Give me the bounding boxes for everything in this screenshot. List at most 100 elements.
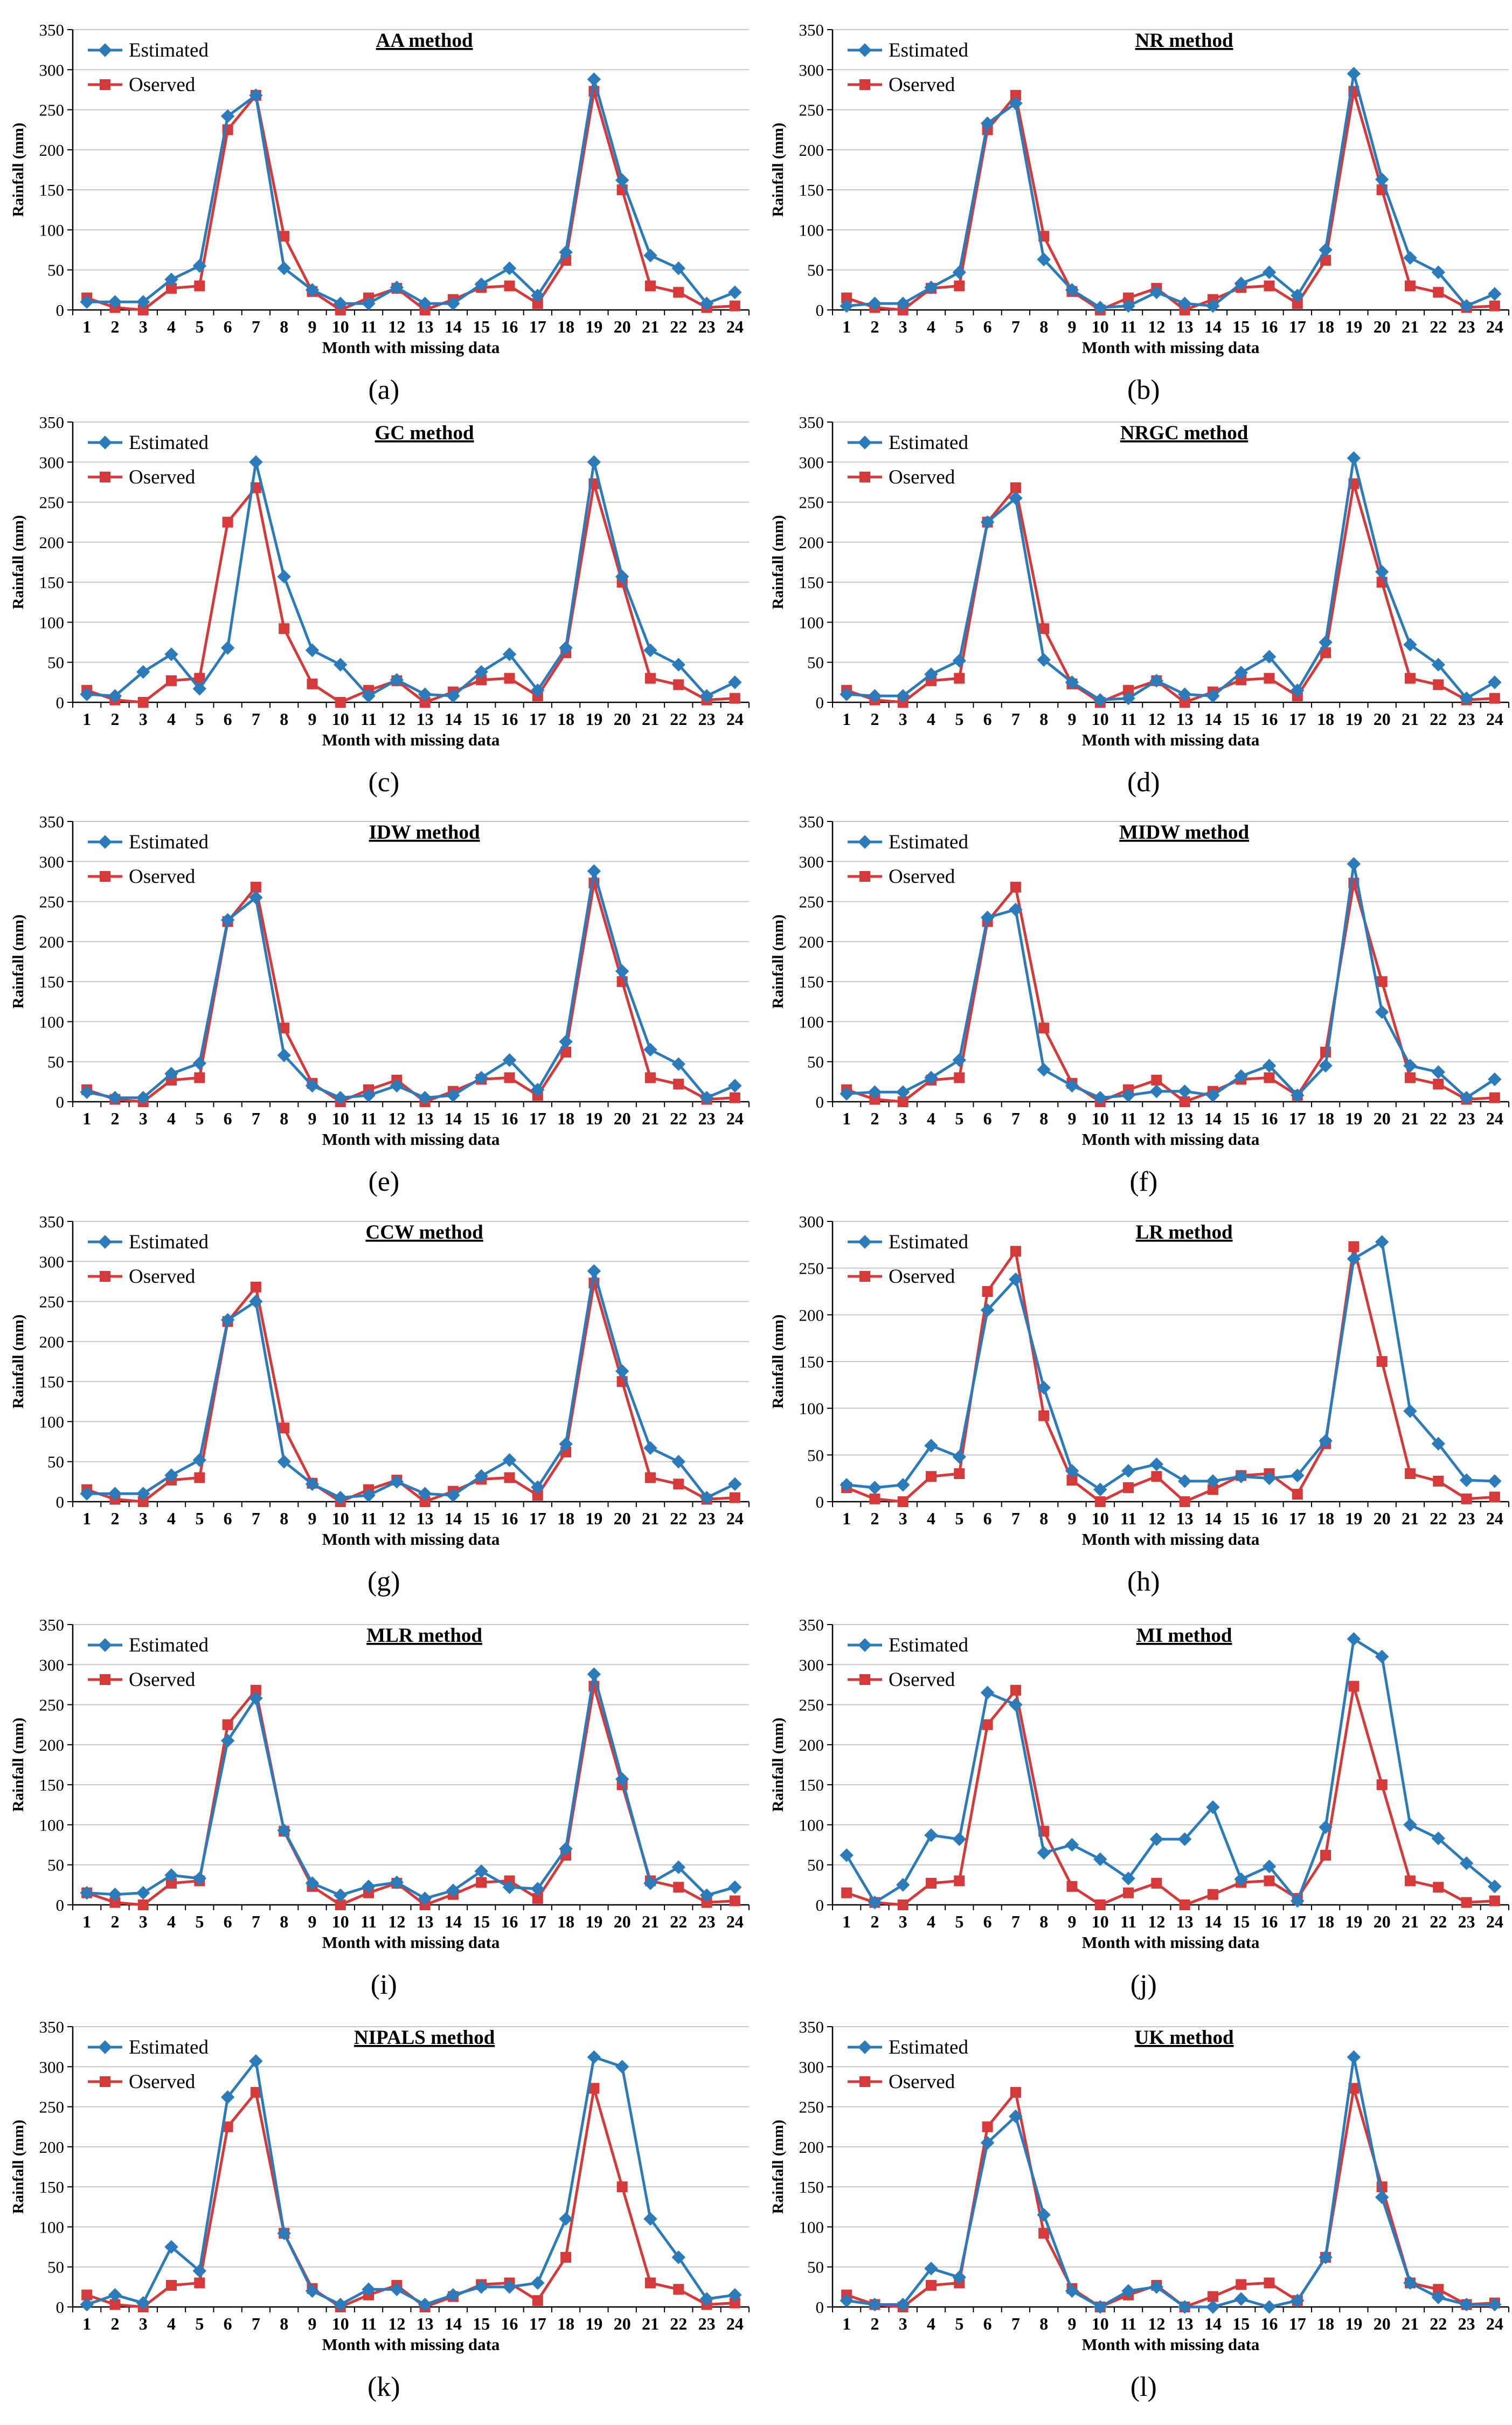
observed-point [1151,1877,1162,1889]
y-tick-label: 350 [39,2018,65,2036]
x-tick-label: 19 [585,1912,602,1931]
y-tick-label: 150 [39,2178,65,2196]
y-tick-label: 50 [807,653,824,672]
x-tick-label: 22 [670,1109,687,1128]
estimated-point [728,1880,742,1895]
y-tick-label: 300 [799,60,824,79]
estimated-series-line [86,2055,736,2306]
x-tick-label: 7 [252,1109,260,1128]
observed-point [1320,647,1331,658]
x-tick-label: 24 [1486,317,1503,336]
observed-series-line [846,2087,1495,2309]
chart-title: CCW method [365,1221,483,1243]
x-tick-label: 16 [1261,317,1278,336]
observed-point [1348,1241,1360,1252]
x-tick-label: 24 [1486,2314,1503,2333]
observed-point [1433,1882,1444,1893]
x-tick-label: 1 [842,1509,851,1528]
y-tick-label: 150 [799,181,824,199]
x-tick-label: 8 [1039,317,1048,336]
x-tick-label: 14 [1204,2314,1222,2333]
observed-point [250,1684,261,1696]
x-tick-label: 19 [1345,1912,1362,1931]
y-tick-label: 150 [39,1372,65,1391]
observed-point [335,697,346,708]
estimated-point [559,2212,573,2226]
y-tick-label: 0 [56,1493,65,1511]
observed-point [166,1877,177,1889]
y-tick-label: 50 [47,1856,64,1875]
x-tick-label: 20 [1374,2314,1391,2333]
estimated-point [1121,1871,1135,1885]
x-tick-label: 21 [642,1509,659,1528]
observed-point [1433,679,1444,690]
estimated-point [1488,1072,1502,1087]
y-tick-label: 250 [39,2098,65,2117]
x-tick-label: 23 [698,1912,716,1931]
x-tick-label: 8 [1039,1109,1048,1128]
observed-point [279,231,290,242]
observed-point [194,1072,205,1083]
estimated-point [362,296,376,310]
y-tick-label: 200 [39,932,65,951]
x-tick-label: 3 [139,2314,148,2333]
x-tick-label: 13 [1176,1109,1194,1128]
observed-legend-marker [100,79,110,90]
x-tick-label: 1 [842,1912,851,1931]
x-axis-title: Month with missing data [1082,2335,1260,2354]
y-tick-label: 150 [799,2178,824,2196]
observed-point [1123,1887,1134,1898]
estimated-point [952,2270,967,2284]
x-tick-label: 17 [529,709,546,729]
observed-point [588,2083,600,2094]
observed-point [109,2299,121,2310]
estimated-point [728,1079,742,1093]
x-tick-label: 13 [417,1109,434,1128]
observed-point [222,2121,233,2132]
y-tick-label: 300 [39,852,65,871]
estimated-point [1037,1062,1051,1077]
x-tick-label: 6 [983,1109,992,1128]
estimated-point [334,296,348,310]
x-tick-label: 5 [955,709,963,729]
observed-point [1179,1899,1190,1910]
x-tick-label: 16 [501,1912,518,1931]
y-tick-label: 150 [39,181,65,199]
x-tick-label: 11 [1120,1109,1136,1128]
y-tick-label: 50 [807,1053,824,1072]
x-tick-label: 22 [670,2314,687,2333]
y-tick-label: 50 [47,1053,64,1072]
observed-legend-marker [859,1271,870,1282]
estimated-legend-label: Estimated [889,39,968,61]
observed-point [1433,2284,1444,2295]
estimated-point [192,259,207,273]
x-tick-label: 6 [983,709,992,729]
x-tick-label: 15 [1232,709,1250,729]
observed-point [222,516,233,528]
estimated-legend-marker [98,835,112,849]
estimated-point [277,261,291,275]
estimated-legend-label: Estimated [889,1634,968,1656]
x-tick-label: 23 [698,2314,716,2333]
observed-point [476,674,487,686]
x-tick-label: 18 [557,1109,574,1128]
y-tick-label: 100 [799,613,824,632]
estimated-legend-marker [98,1638,112,1652]
observed-point [1433,1475,1444,1487]
observed-point [841,292,852,303]
estimated-point [699,2292,714,2306]
x-tick-label: 17 [529,2314,546,2333]
estimated-point [643,643,657,658]
x-tick-label: 10 [1092,1912,1109,1931]
estimated-point [220,109,235,123]
x-tick-label: 23 [698,1109,716,1128]
y-tick-label: 250 [799,493,824,512]
x-tick-label: 21 [642,1109,659,1128]
x-tick-label: 4 [927,2314,935,2333]
x-tick-label: 19 [1345,1509,1362,1528]
estimated-point [924,2261,938,2276]
x-tick-label: 1 [82,2314,91,2333]
x-tick-label: 23 [1458,1912,1475,1931]
